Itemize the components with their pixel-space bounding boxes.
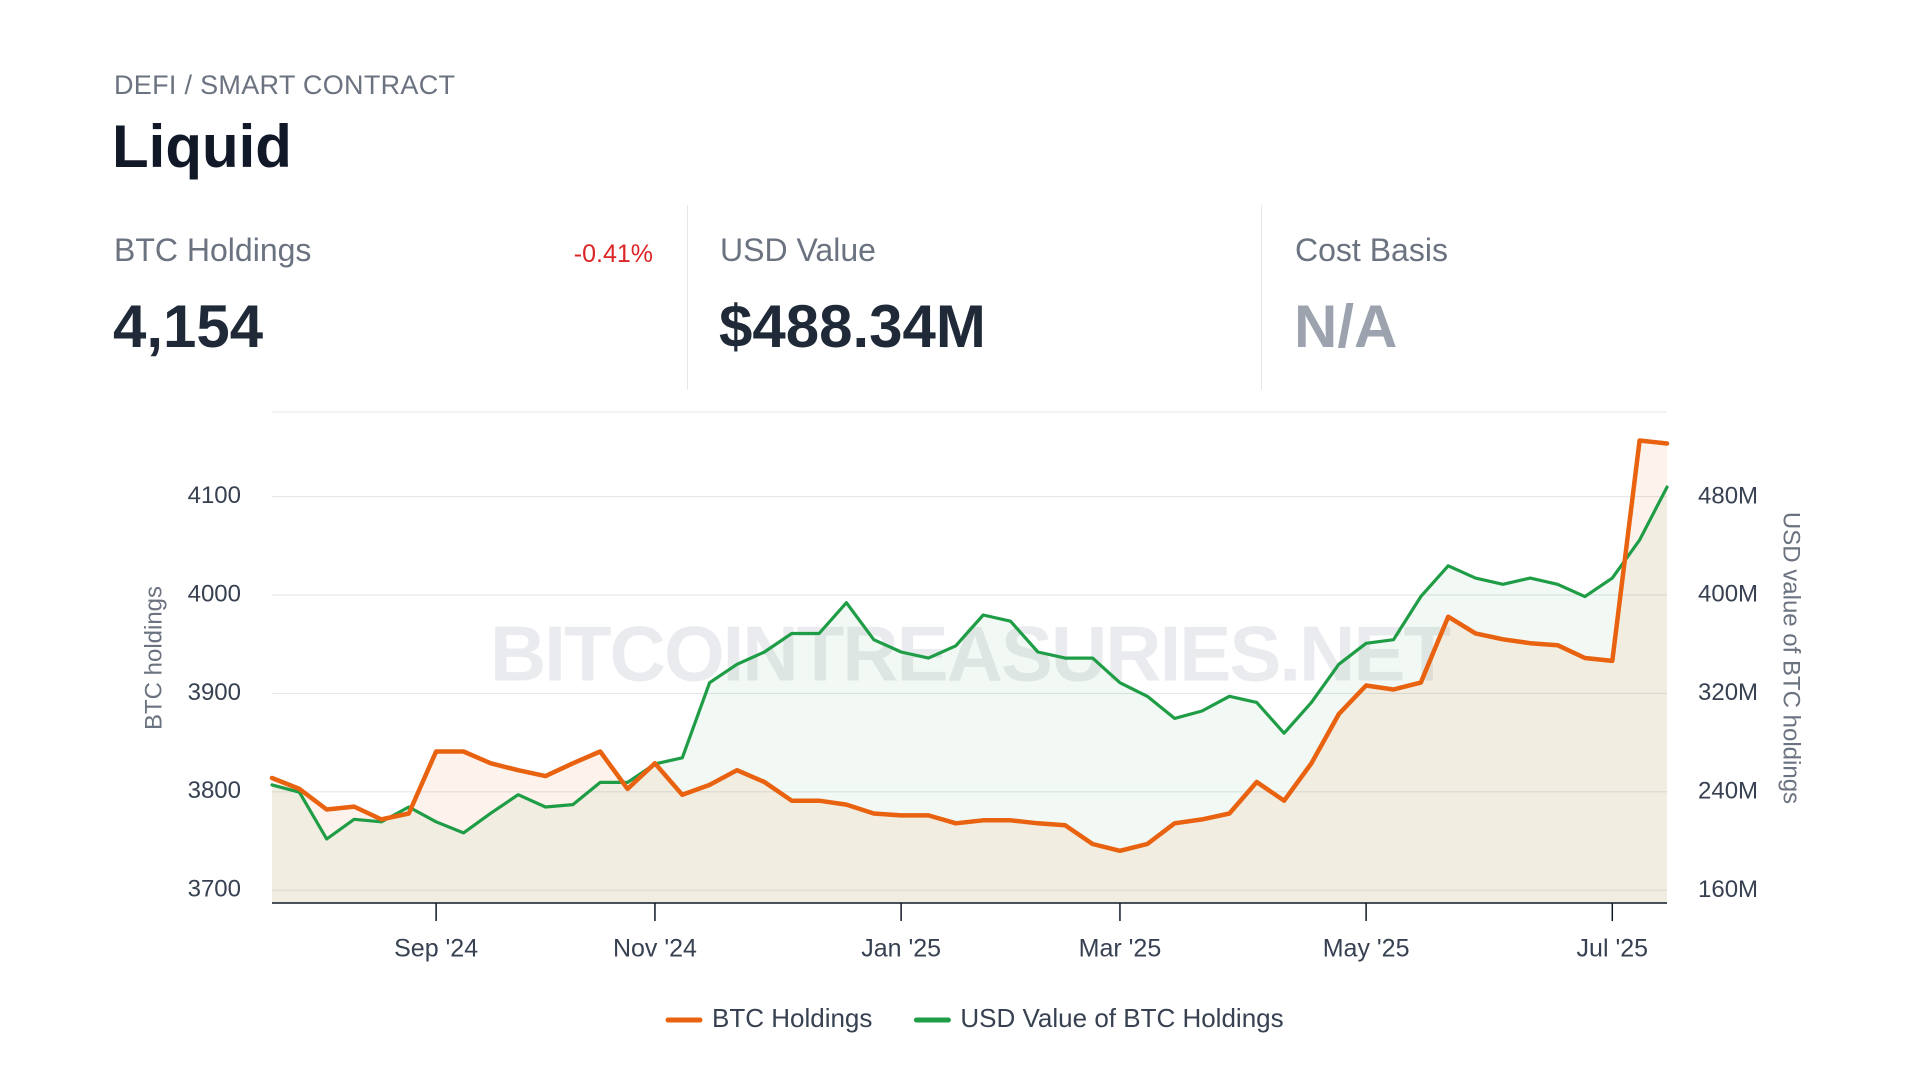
- y-tick-label: 4000: [188, 580, 241, 607]
- category-label: DEFI / SMART CONTRACT: [114, 70, 456, 100]
- legend-label: USD Value of BTC Holdings: [960, 1003, 1283, 1033]
- x-tick-label: Jan '25: [861, 935, 941, 963]
- y2-tick-label: 400M: [1698, 581, 1758, 608]
- divider: [687, 205, 688, 390]
- y2-tick-label: 160M: [1698, 876, 1758, 903]
- series-line: [269, 438, 1670, 854]
- y2-tick-label: 240M: [1698, 778, 1758, 805]
- stat-change: -0.41%: [573, 240, 653, 268]
- y-axis-title: BTC holdings: [140, 586, 167, 730]
- y2-tick-label: 320M: [1698, 679, 1758, 706]
- y2-tick-label: 480M: [1698, 482, 1758, 509]
- y-tick-label: 3700: [188, 876, 241, 903]
- x-tick-label: Jul '25: [1577, 935, 1648, 963]
- stat-value: $488.34M: [719, 293, 986, 360]
- divider: [1261, 205, 1262, 390]
- legend: BTC Holdings USD Value of BTC Holdings: [665, 1003, 1284, 1033]
- page-title: Liquid: [112, 113, 292, 180]
- x-tick-label: May '25: [1323, 935, 1410, 963]
- stat-value: 4,154: [113, 293, 264, 360]
- watermark: BITCOINTREASURIES.NET: [490, 610, 1450, 698]
- series-line: [270, 485, 1669, 841]
- stat-value: N/A: [1294, 293, 1398, 360]
- stat-label: USD Value: [720, 232, 876, 268]
- y2-axis-title: USD value of BTC holdings: [1778, 512, 1805, 804]
- stat-label: Cost Basis: [1295, 232, 1448, 268]
- series-area: [272, 487, 1667, 903]
- x-tick-label: Mar '25: [1079, 935, 1162, 963]
- y-tick-label: 3900: [188, 679, 241, 706]
- series-area: [272, 440, 1667, 903]
- y-tick-label: 4100: [188, 482, 241, 509]
- stat-label: BTC Holdings: [114, 232, 312, 268]
- legend-label: BTC Holdings: [712, 1003, 872, 1033]
- x-tick-label: Sep '24: [394, 935, 478, 963]
- y-tick-label: 3800: [188, 777, 241, 804]
- x-tick-label: Nov '24: [613, 935, 697, 963]
